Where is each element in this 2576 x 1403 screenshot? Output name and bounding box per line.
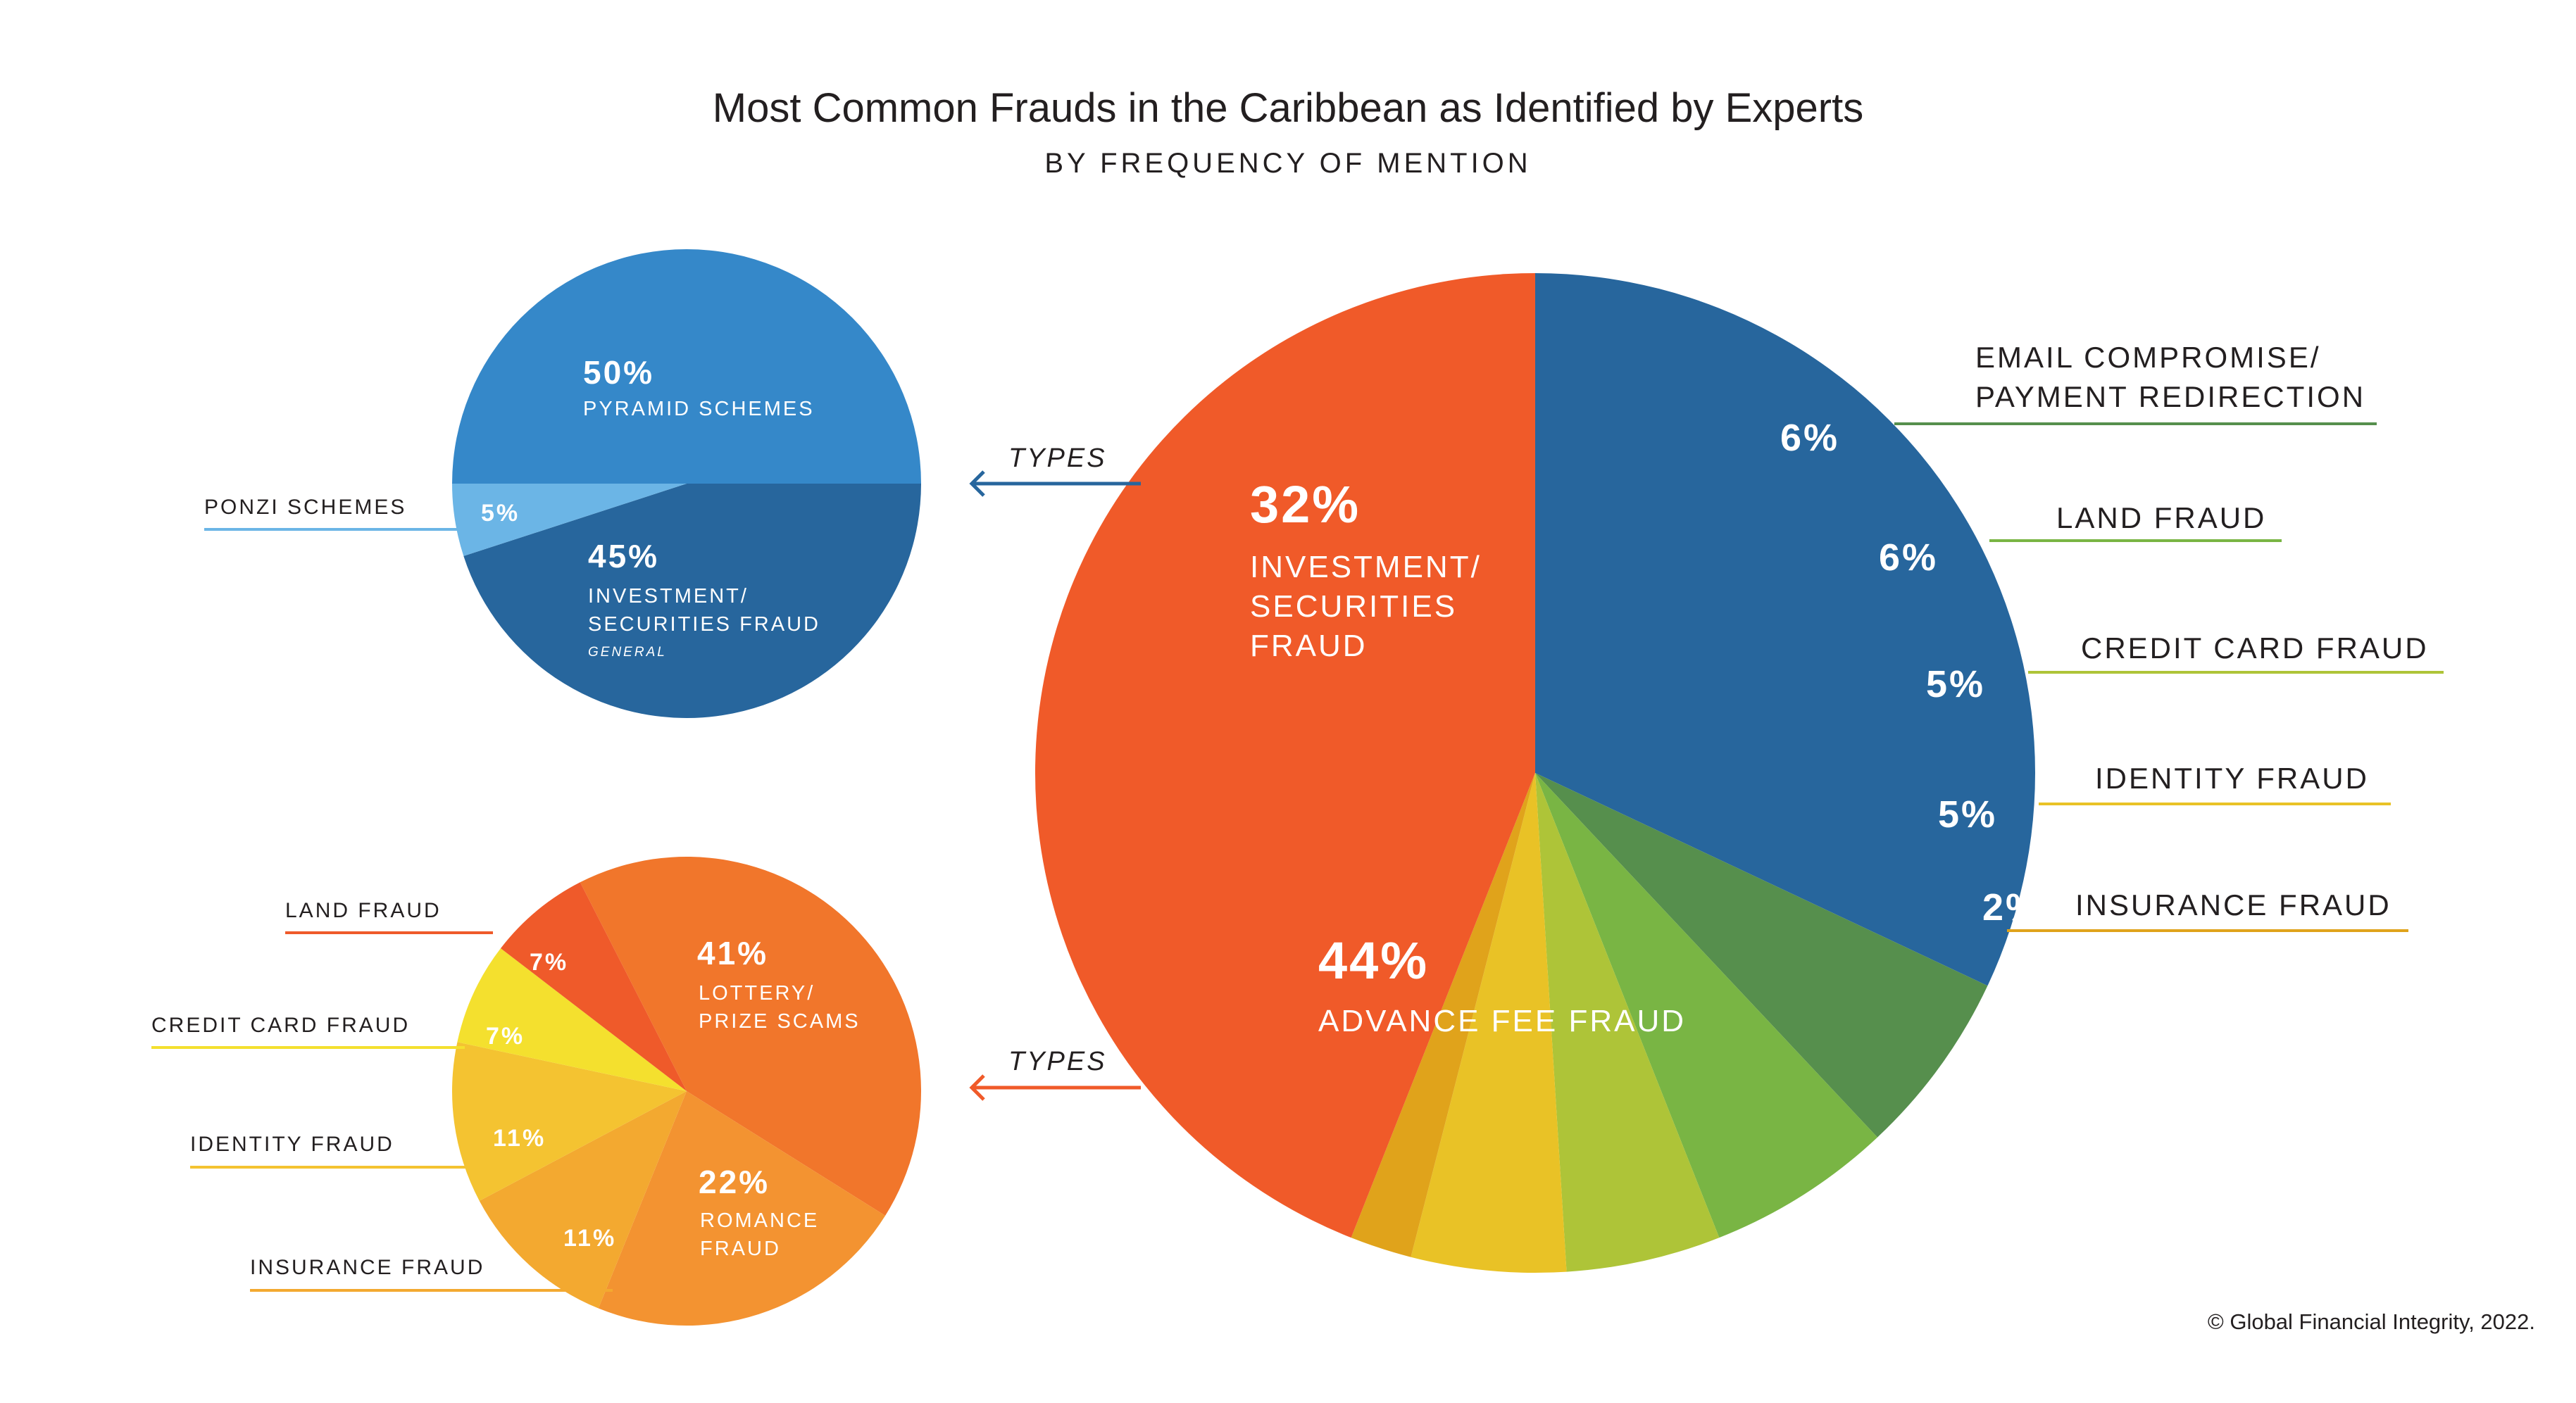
types-arrow: TYPES <box>969 1047 1141 1101</box>
slice-pyramid-schemes <box>452 249 921 484</box>
slice-value-label: 7% <box>486 1023 525 1050</box>
slice-value-label: 22% <box>699 1164 770 1200</box>
category-label: INSURANCE FRAUD <box>2075 888 2391 921</box>
slice-value-label: 6% <box>1879 536 1938 579</box>
slice-value-label: 5% <box>1926 663 1985 705</box>
slice-ponzi-schemes <box>452 484 687 556</box>
slice-category-label: SECURITIES <box>1250 589 1457 624</box>
category-label: IDENTITY FRAUD <box>190 1133 394 1156</box>
slice-category-label: PRIZE SCAMS <box>699 1010 861 1033</box>
slice-advance-fee-fraud <box>1034 273 1535 1238</box>
category-label: PAYMENT REDIRECTION <box>1975 380 2365 413</box>
slice-category-label: INVESTMENT/ <box>1250 550 1482 584</box>
slice-category-label: LOTTERY/ <box>699 982 815 1005</box>
slice-category-label: FRAUD <box>1250 629 1368 663</box>
slice-insurance-fraud <box>1351 773 1535 1257</box>
slice-value-label: 11% <box>563 1225 616 1252</box>
slice-credit-card-fraud <box>1535 773 1720 1272</box>
slice-value-label: 5% <box>1938 793 1997 836</box>
slice-lottery-prize-scams <box>580 857 922 1216</box>
slice-category-label: ADVANCE FEE FRAUD <box>1318 1004 1686 1038</box>
slice-category-label: FRAUD <box>700 1238 781 1260</box>
slice-value-label: 2% <box>1982 886 2042 929</box>
category-label: CREDIT CARD FRAUD <box>2081 631 2429 665</box>
slice-value-label: 7% <box>530 949 568 976</box>
slice-email-compromise-payment-redirection <box>1535 773 1988 1138</box>
slice-investment-securities-fraud <box>1535 273 2035 986</box>
category-label: LAND FRAUD <box>2056 501 2266 534</box>
types-label: TYPES <box>1008 1047 1107 1076</box>
slice-identity-fraud <box>451 1042 687 1201</box>
category-label: EMAIL COMPROMISE/ <box>1975 341 2321 374</box>
slice-category-label: ROMANCE <box>700 1209 819 1232</box>
types-label: TYPES <box>1008 443 1107 473</box>
slice-identity-fraud <box>1411 773 1567 1273</box>
slice-value-label: 45% <box>588 538 659 574</box>
category-label: PONZI SCHEMES <box>204 496 406 519</box>
credit-line: © Global Financial Integrity, 2022. <box>2207 1309 2535 1334</box>
slice-value-label: 41% <box>697 935 768 971</box>
slice-value-label: 44% <box>1318 931 1429 990</box>
slice-category-label: INVESTMENT/ <box>588 585 749 608</box>
slice-value-label: 32% <box>1250 475 1361 534</box>
category-label: CREDIT CARD FRAUD <box>151 1014 410 1037</box>
slice-land-fraud <box>500 882 687 1091</box>
types-arrow: TYPES <box>969 443 1141 497</box>
slice-value-label: 50% <box>583 354 654 391</box>
slice-sublabel: GENERAL <box>588 645 667 660</box>
slice-insurance-fraud <box>479 1091 687 1309</box>
slice-value-label: 5% <box>481 500 520 527</box>
slice-value-label: 6% <box>1780 417 1839 459</box>
slice-category-label: PYRAMID SCHEMES <box>583 398 815 420</box>
category-label: INSURANCE FRAUD <box>250 1256 484 1279</box>
chart-title: Most Common Frauds in the Caribbean as I… <box>712 85 1864 131</box>
slice-category-label: SECURITIES FRAUD <box>588 613 820 636</box>
slice-credit-card-fraud <box>457 948 687 1091</box>
slice-land-fraud <box>1535 773 1878 1238</box>
category-label: LAND FRAUD <box>285 899 442 922</box>
slice-investment-securities-fraud <box>463 484 921 719</box>
slice-value-label: 11% <box>493 1125 546 1152</box>
slice-romance-fraud <box>598 1091 886 1326</box>
category-label: IDENTITY FRAUD <box>2095 762 2369 795</box>
chart-subtitle: BY FREQUENCY OF MENTION <box>1044 148 1532 179</box>
